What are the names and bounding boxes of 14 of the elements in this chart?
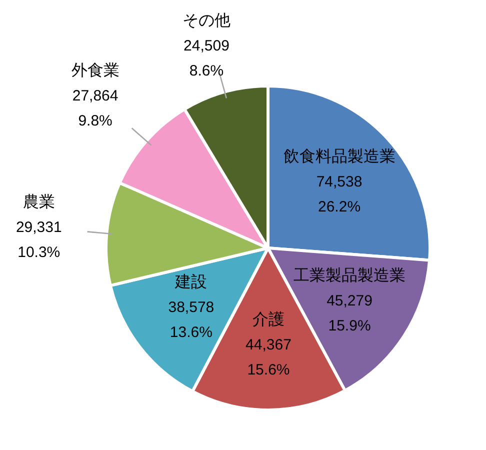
- slice-label: その他: [182, 12, 230, 30]
- data-label: 74,538 26.2%: [316, 173, 362, 216]
- slice-label: 介護: [252, 310, 284, 329]
- data-label: 27,864 9.8%: [72, 88, 118, 130]
- slice-label: 農業: [22, 192, 55, 211]
- data-label: 24,509 8.6%: [184, 38, 230, 80]
- data-label: 45,279 15.9%: [326, 292, 372, 334]
- data-label: 38,578 13.6%: [168, 299, 214, 342]
- data-label: 44,367 15.6%: [246, 336, 292, 379]
- slice-label: 飲食料品製造業: [283, 147, 396, 166]
- slice-label: 外食業: [71, 62, 120, 80]
- data-label: 29,331 10.3%: [16, 218, 62, 261]
- slice-label: 建設: [174, 273, 208, 292]
- slice-label: 工業製品製造業: [294, 266, 406, 284]
